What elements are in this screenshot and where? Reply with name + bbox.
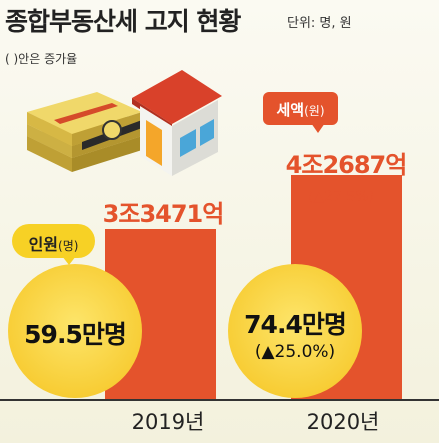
category-label-2019: 2019년 [131,410,205,434]
value-label-people-2020: 74.4만명 [244,310,347,339]
up-arrow-icon: ▲ [261,342,275,362]
legend-tax-label: 세액 [276,101,305,119]
legend-people-label: 인원 [28,235,59,254]
house-icon [132,70,222,176]
value-label-tax-2019: 3조3471억 [102,200,225,228]
money-bundle-icon [27,92,142,172]
x-axis-line [0,399,439,401]
unit-label: 단위: 명, 원 [287,16,352,31]
legend-people-unit: (명) [58,239,79,253]
value-label-people-2019: 59.5만명 [24,320,127,349]
people-circle-2020 [228,264,362,398]
chart-title: 종합부동산세 고지 현황 [5,7,241,36]
legend-tax: 세액(원) [263,92,338,133]
change-label-people-2020: (▲25.0%) [254,342,336,362]
category-label-2020: 2020년 [306,410,380,434]
money-house-illustration [27,70,222,176]
legend-tax-unit: (원) [304,104,325,118]
legend-people: 인원(명) [12,224,95,265]
people-circle-2019 [8,264,142,398]
value-label-tax-2020: 4조2687억 [285,151,408,179]
note-label: ( )안은 증가율 [5,52,78,66]
up-arrow-icon: ▲ [313,189,325,205]
change-label-tax-2020: (▲27.5%) [307,189,375,205]
